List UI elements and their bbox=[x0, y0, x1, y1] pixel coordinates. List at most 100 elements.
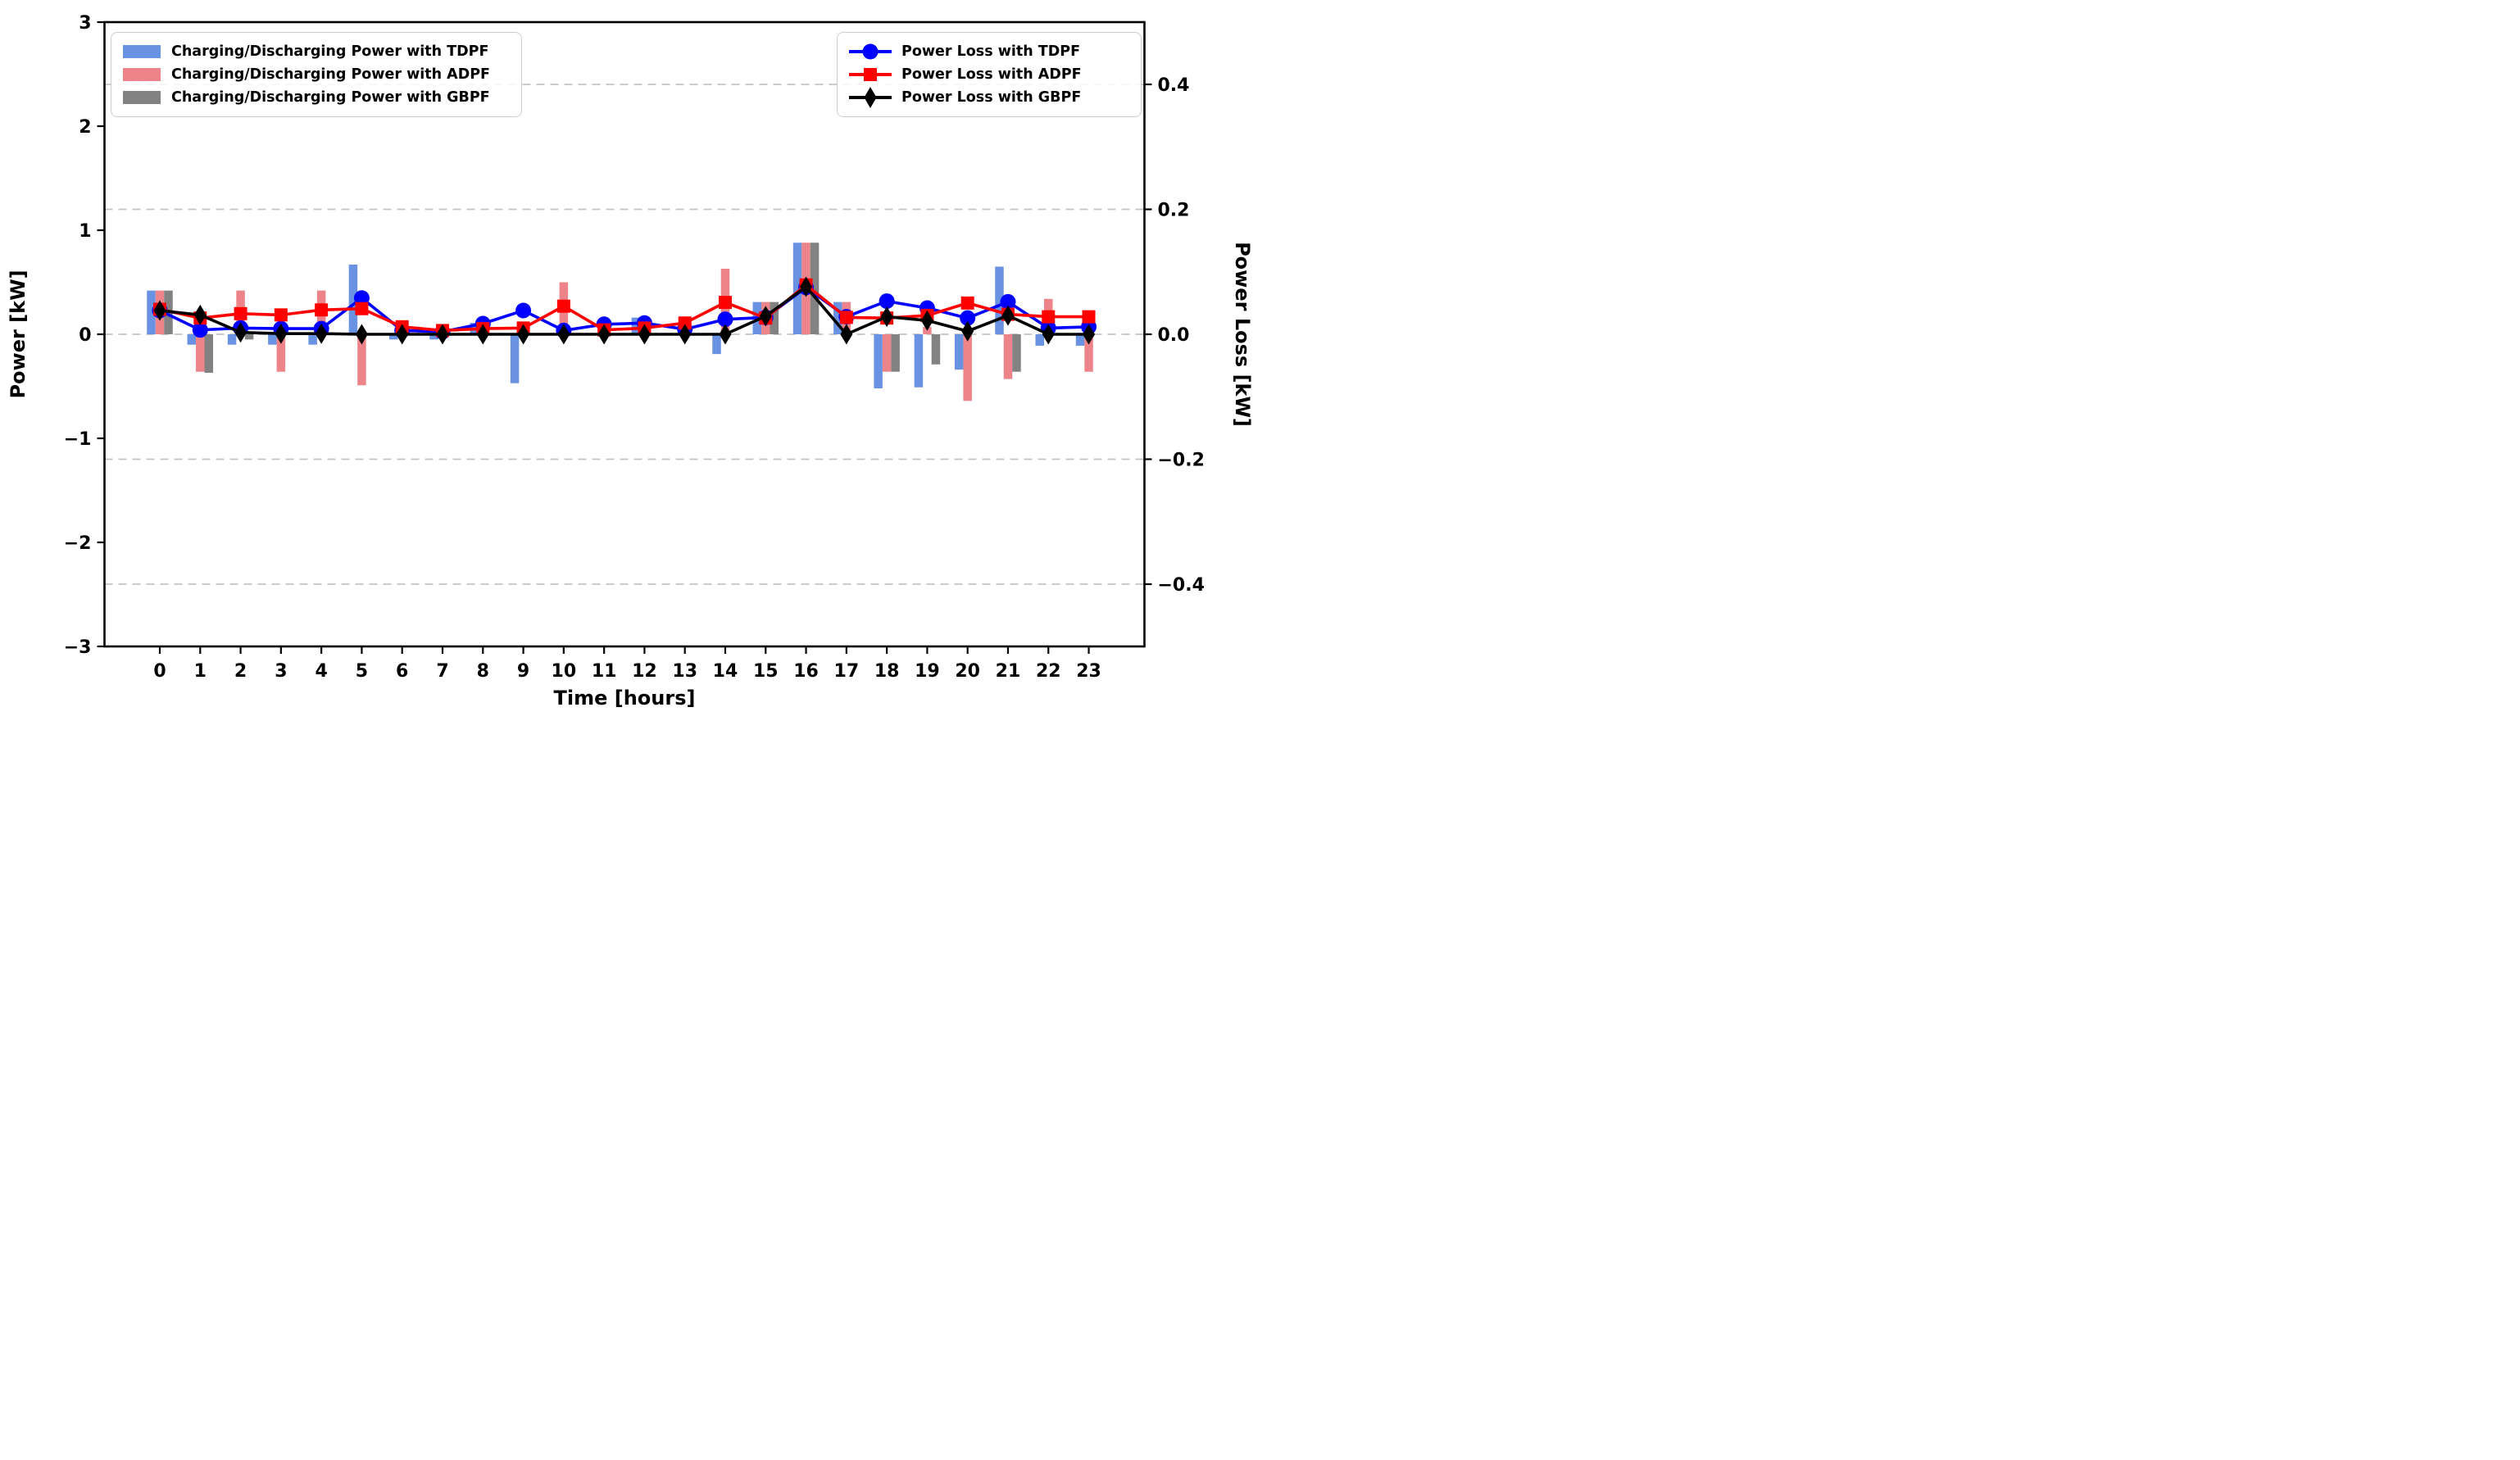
legend-item-line-tdpf: Power Loss with TDPF bbox=[849, 40, 1129, 63]
bar-gbpf-hour-18 bbox=[891, 334, 900, 372]
marker-diamond-hour-12 bbox=[638, 324, 651, 345]
bar-tdpf-hour-0 bbox=[147, 290, 156, 334]
bar-tdpf-hour-4 bbox=[308, 334, 317, 345]
bar-tdpf-hour-21 bbox=[995, 266, 1004, 334]
marker-square-hour-4 bbox=[315, 303, 329, 317]
marker-circle-hour-18 bbox=[879, 293, 895, 310]
legend-item-line-adpf: Power Loss with ADPF bbox=[849, 63, 1129, 86]
marker-diamond-hour-1 bbox=[193, 304, 207, 325]
marker-circle-hour-20 bbox=[960, 310, 976, 326]
legend-label: Charging/Discharging Power with TDPF bbox=[171, 43, 489, 60]
y-left-tick-label: −2 bbox=[64, 533, 92, 554]
x-tick-label: 22 bbox=[1036, 661, 1061, 682]
x-tick-label: 7 bbox=[436, 661, 448, 682]
bar-gbpf-hour-21 bbox=[1012, 334, 1021, 372]
tdpf-bar-swatch bbox=[123, 45, 161, 58]
y-left-tick-label: 3 bbox=[79, 13, 91, 34]
marker-square-hour-10 bbox=[556, 299, 570, 313]
legend-item-bars-adpf: Charging/Discharging Power with ADPF bbox=[123, 63, 510, 86]
x-axis-title: Time [hours] bbox=[554, 687, 696, 710]
legend-item-bars-gbpf: Charging/Discharging Power with GBPF bbox=[123, 86, 510, 109]
x-tick-label: 5 bbox=[356, 661, 368, 682]
marker-circle-hour-9 bbox=[515, 302, 532, 319]
bar-adpf-hour-21 bbox=[1003, 334, 1013, 379]
y-right-axis-title: Power Loss [kW] bbox=[1231, 242, 1254, 427]
marker-diamond-hour-0 bbox=[153, 300, 166, 321]
marker-diamond-hour-23 bbox=[1083, 324, 1096, 345]
bar-adpf-hour-20 bbox=[963, 334, 972, 401]
marker-square-hour-20 bbox=[960, 296, 974, 310]
x-tick-label: 4 bbox=[315, 661, 327, 682]
marker-diamond-hour-16 bbox=[800, 276, 813, 297]
line-gbpf bbox=[159, 285, 1089, 336]
line-adpf bbox=[159, 283, 1089, 333]
y-left-tick-label: 0 bbox=[79, 325, 91, 346]
marker-diamond-hour-21 bbox=[1001, 305, 1015, 326]
bar-gbpf-hour-2 bbox=[244, 334, 254, 340]
square-marker-icon bbox=[864, 68, 877, 81]
x-tick-label: 11 bbox=[592, 661, 617, 682]
y-left-tick-label: 2 bbox=[79, 117, 91, 138]
y-right-tick-label: −0.2 bbox=[1158, 451, 1205, 471]
legend-label: Power Loss with ADPF bbox=[901, 66, 1082, 83]
y-left-tick-label: −3 bbox=[64, 637, 92, 658]
bar-tdpf-hour-7 bbox=[429, 334, 438, 340]
bar-adpf-hour-5 bbox=[357, 334, 366, 386]
marker-diamond-hour-11 bbox=[597, 324, 611, 345]
marker-square-hour-22 bbox=[1042, 310, 1056, 324]
legend-label: Charging/Discharging Power with GBPF bbox=[171, 89, 490, 106]
marker-square-hour-17 bbox=[839, 311, 853, 324]
x-tick-label: 6 bbox=[396, 661, 408, 682]
x-tick-label: 15 bbox=[753, 661, 779, 682]
circle-marker-icon bbox=[862, 43, 879, 60]
marker-diamond-hour-3 bbox=[275, 323, 288, 344]
marker-diamond-hour-20 bbox=[961, 320, 974, 342]
marker-diamond-hour-4 bbox=[315, 323, 328, 344]
x-tick-label: 23 bbox=[1076, 661, 1101, 682]
legend-label: Power Loss with GBPF bbox=[901, 89, 1082, 106]
bar-tdpf-hour-19 bbox=[914, 334, 924, 388]
chart-figure: 3 2 1 0 −1 −2 −3 0.4 0.2 0.0 −0.2 −0.4 0 1 2 3 4 5 6 7 8 9 10 1… bbox=[0, 0, 1260, 730]
bar-tdpf-hour-16 bbox=[792, 243, 802, 334]
bar-tdpf-hour-18 bbox=[874, 334, 883, 389]
legend-label: Charging/Discharging Power with ADPF bbox=[171, 66, 490, 83]
adpf-bar-swatch bbox=[123, 68, 161, 81]
x-tick-label: 10 bbox=[552, 661, 577, 682]
legend-bars: Charging/Discharging Power with TDPF Cha… bbox=[111, 32, 522, 117]
x-tick-label: 2 bbox=[234, 661, 247, 682]
y-left-axis-title: Power [kW] bbox=[7, 270, 30, 398]
marker-square-hour-2 bbox=[234, 306, 247, 320]
gbpf-bar-swatch bbox=[123, 91, 161, 104]
marker-square-hour-23 bbox=[1082, 310, 1096, 324]
marker-diamond-hour-17 bbox=[840, 324, 853, 345]
bar-tdpf-hour-12 bbox=[631, 317, 641, 334]
bar-adpf-hour-1 bbox=[196, 334, 205, 372]
marker-circle-hour-5 bbox=[353, 290, 370, 306]
marker-diamond-hour-14 bbox=[719, 324, 732, 345]
x-tick-label: 18 bbox=[874, 661, 900, 682]
bar-gbpf-hour-15 bbox=[770, 302, 779, 334]
marker-circle-hour-1 bbox=[192, 322, 208, 338]
marker-diamond-hour-5 bbox=[355, 324, 368, 345]
x-tick-label: 20 bbox=[955, 661, 980, 682]
y-left-tick-label: −1 bbox=[64, 429, 92, 450]
marker-diamond-hour-8 bbox=[476, 324, 489, 345]
marker-circle-hour-21 bbox=[1000, 293, 1016, 310]
marker-diamond-hour-15 bbox=[759, 306, 772, 327]
bar-tdpf-hour-6 bbox=[388, 334, 398, 340]
marker-square-hour-3 bbox=[274, 308, 288, 322]
legend-label: Power Loss with TDPF bbox=[901, 43, 1081, 60]
x-tick-label: 9 bbox=[517, 661, 529, 682]
marker-circle-hour-14 bbox=[717, 311, 733, 328]
legend-item-line-gbpf: Power Loss with GBPF bbox=[849, 86, 1129, 109]
legend-lines: Power Loss with TDPF Power Loss with ADP… bbox=[837, 32, 1142, 117]
y-right-tick-label: −0.4 bbox=[1158, 575, 1205, 596]
bar-gbpf-hour-19 bbox=[931, 334, 941, 365]
marker-diamond-hour-22 bbox=[1042, 324, 1055, 345]
gbpf-line-symbol bbox=[849, 87, 892, 108]
bar-tdpf-hour-17 bbox=[833, 302, 842, 334]
bar-adpf-hour-23 bbox=[1084, 334, 1093, 372]
y-left-tick-label: 1 bbox=[79, 221, 91, 242]
y-right-tick-label: 0.4 bbox=[1158, 75, 1190, 96]
